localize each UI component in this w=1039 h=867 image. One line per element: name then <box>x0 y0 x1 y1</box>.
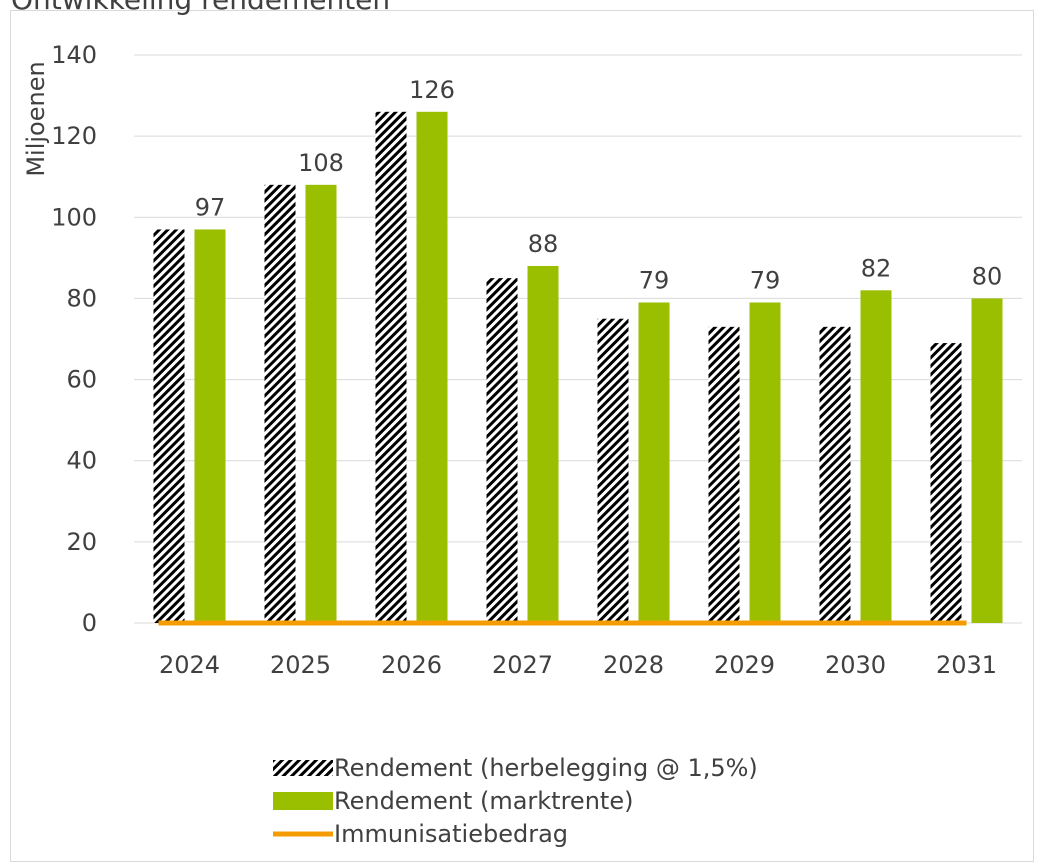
bar-herbelegging <box>264 184 296 624</box>
x-tick-label: 2026 <box>381 651 442 679</box>
y-tick-label: 140 <box>51 41 97 69</box>
bar-marktrente <box>527 265 559 623</box>
bar-marktrente <box>749 302 781 623</box>
y-tick-label: 80 <box>66 284 97 312</box>
data-label: 108 <box>298 149 344 177</box>
data-label: 79 <box>750 266 781 294</box>
y-tick-label: 40 <box>66 447 97 475</box>
bar-marktrente <box>305 184 337 624</box>
bar-marktrente <box>194 229 226 623</box>
bar-marktrente <box>416 111 448 624</box>
chart-title: Ontwikkeling rendementen <box>11 0 390 16</box>
bar-herbelegging <box>597 318 629 623</box>
data-label: 88 <box>528 230 559 258</box>
bar-marktrente <box>860 290 892 623</box>
x-tick-label: 2025 <box>270 651 331 679</box>
legend-label: Immunisatiebedrag <box>334 820 568 848</box>
bar-herbelegging <box>819 326 851 623</box>
bar-herbelegging <box>486 278 518 623</box>
y-axis-ticks: 0 20 40 60 80 100 120 140 <box>51 41 97 637</box>
y-tick-label: 60 <box>66 366 97 394</box>
data-label: 82 <box>861 254 892 282</box>
y-axis-label: Miljoenen <box>22 61 50 176</box>
x-tick-label: 2031 <box>936 651 997 679</box>
data-labels: 97 108 126 88 79 79 82 80 <box>195 76 1003 295</box>
chart-frame: Ontwikkeling rendementen 0 20 40 60 80 100 120… <box>10 0 1034 862</box>
data-label: 79 <box>639 266 670 294</box>
bars <box>153 111 1003 624</box>
legend-swatch-marktrente <box>273 792 333 810</box>
x-tick-label: 2024 <box>159 651 220 679</box>
bar-herbelegging <box>375 111 407 624</box>
x-tick-label: 2029 <box>714 651 775 679</box>
x-tick-label: 2028 <box>603 651 664 679</box>
y-tick-label: 120 <box>51 122 97 150</box>
bar-herbelegging <box>708 326 740 623</box>
chart-canvas: 0 20 40 60 80 100 120 140 97 108 126 88 79 79 82 80 20… <box>22 41 1022 848</box>
data-label: 97 <box>195 193 226 221</box>
x-tick-label: 2027 <box>492 651 553 679</box>
legend-swatch-herbelegging <box>273 760 333 776</box>
bar-herbelegging <box>153 229 185 623</box>
y-tick-label: 0 <box>82 609 97 637</box>
bar-marktrente <box>971 298 1003 623</box>
legend: Rendement (herbelegging @ 1,5%) Rendement… <box>273 754 758 848</box>
bar-marktrente <box>638 302 670 623</box>
data-label: 80 <box>972 262 1003 290</box>
bar-herbelegging <box>930 343 962 623</box>
y-tick-label: 100 <box>51 203 97 231</box>
legend-label: Rendement (herbelegging @ 1,5%) <box>334 754 758 782</box>
legend-label: Rendement (marktrente) <box>334 787 633 815</box>
x-tick-label: 2030 <box>825 651 886 679</box>
y-tick-label: 20 <box>66 528 97 556</box>
data-label: 126 <box>409 76 455 104</box>
x-axis-ticks: 2024 2025 2026 2027 2028 2029 2030 2031 <box>159 651 997 679</box>
